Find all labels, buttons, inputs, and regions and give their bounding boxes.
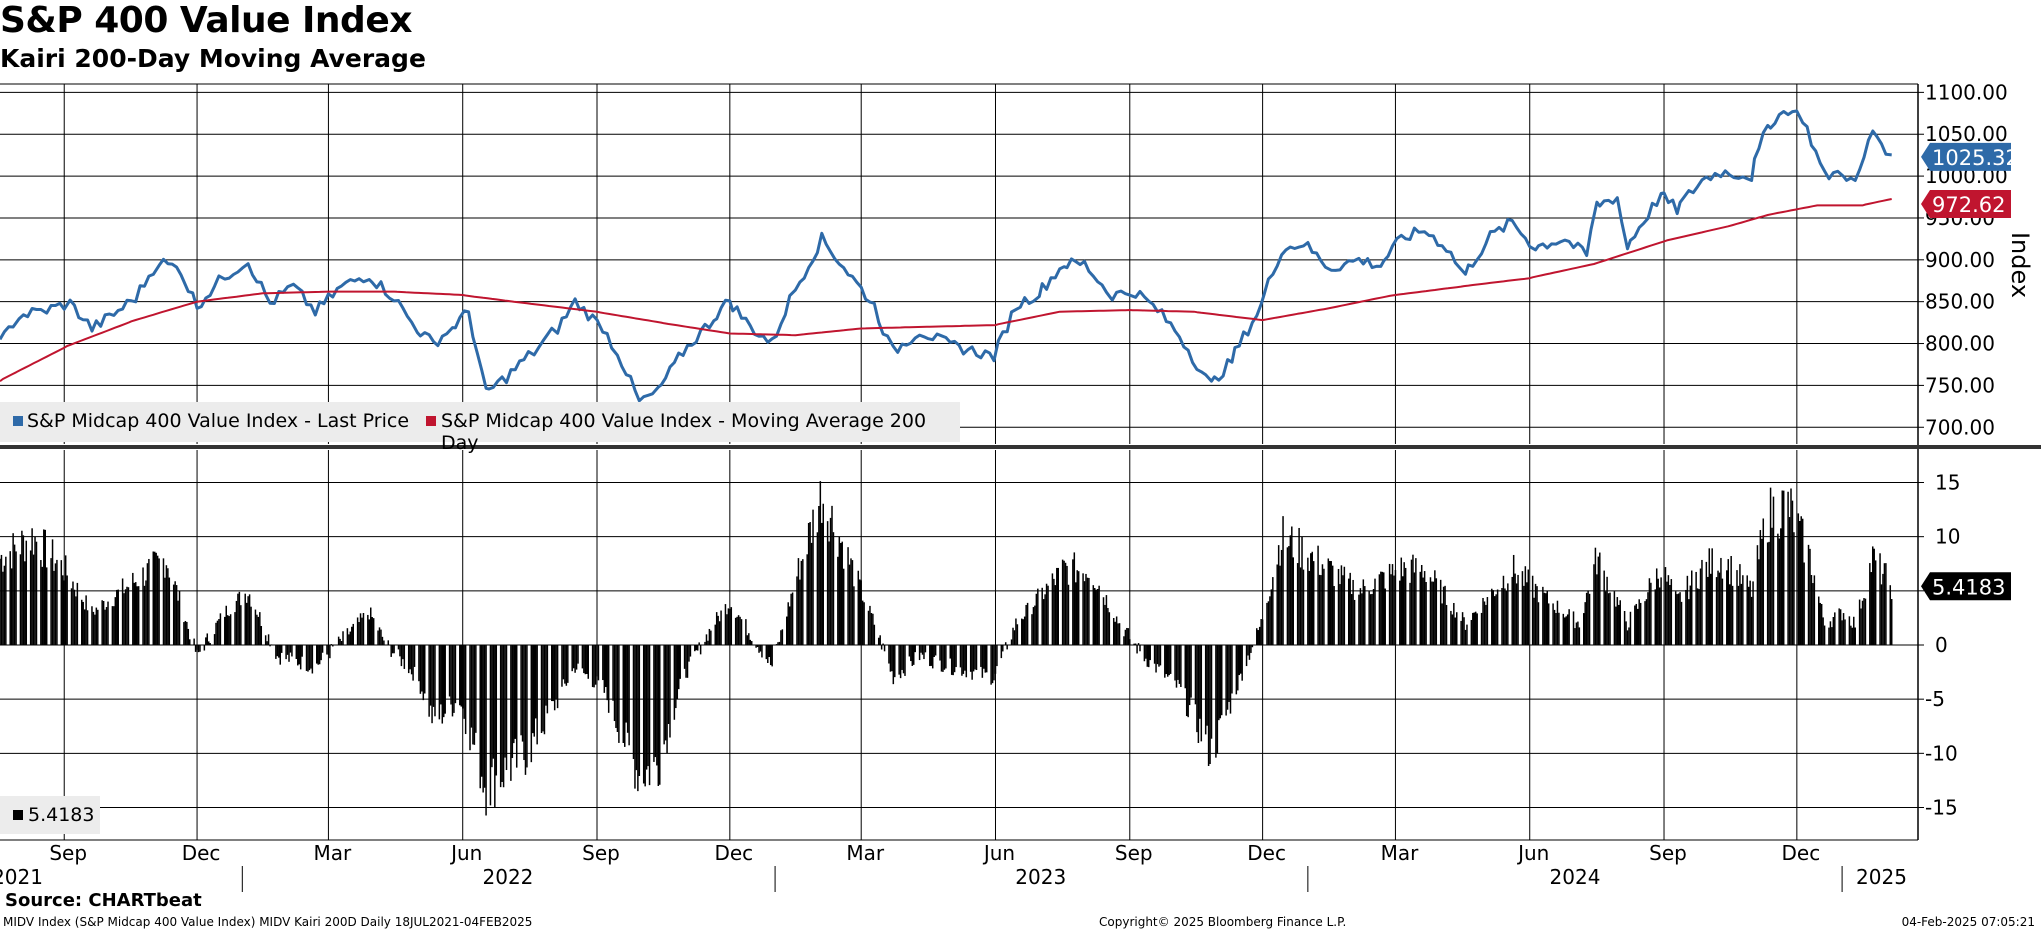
page-title: S&P 400 Value Index [0, 0, 412, 41]
x-tick-month: Jun [1516, 841, 1549, 865]
y-tick-top: 800.00 [1925, 332, 1995, 356]
kairi-tag-bg [1921, 572, 2011, 601]
source-label: Source: CHARTbeat [5, 890, 202, 911]
x-tick-month: Dec [182, 841, 221, 865]
ma-tag-text: 972.62 [1932, 193, 2005, 217]
footer-timestamp: 04-Feb-2025 07:05:21 [1901, 915, 2035, 929]
legend-swatch-price [13, 416, 23, 426]
x-tick-month: Sep [1649, 841, 1687, 865]
footer-meta: MIDV Index (S&P Midcap 400 Value Index) … [3, 915, 533, 929]
moving-average-line [0, 198, 1892, 382]
x-tick-year: 2021 [0, 865, 43, 889]
x-tick-month: Mar [1381, 841, 1420, 865]
y-tick-bottom: 10 [1935, 525, 1960, 549]
x-tick-month: Dec [714, 841, 753, 865]
y-tick-bottom: 0 [1935, 633, 1948, 657]
legend-label-price: S&P Midcap 400 Value Index - Last Price [27, 410, 410, 432]
x-tick-month: Jun [449, 841, 482, 865]
y-axis-title: Index [2006, 232, 2034, 298]
y-tick-top: 750.00 [1925, 373, 1995, 397]
x-tick-year: 2025 [1856, 865, 1907, 889]
axis-labels: Sep Dec Mar Jun Sep Dec Mar Jun Sep Dec Mar Jun Sep D… [0, 80, 2034, 892]
legend-label-kairi: 5.4183 [28, 804, 95, 826]
x-tick-month: Sep [49, 841, 87, 865]
ma-tag-bg [1921, 190, 2011, 219]
kairi-bars [0, 481, 1893, 816]
legend-swatch-ma [426, 416, 436, 426]
footer-copyright: Copyright© 2025 Bloomberg Finance L.P. [1099, 915, 1347, 929]
legend-swatch-kairi [13, 810, 23, 820]
y-tick-top: 1100.00 [1925, 80, 2008, 104]
x-tick-month: Sep [582, 841, 620, 865]
x-tick-month: Mar [314, 841, 353, 865]
x-tick-month: Mar [846, 841, 885, 865]
last-price-tag-text: 1025.32 [1932, 146, 2019, 170]
x-tick-month: Dec [1247, 841, 1286, 865]
panel-frames [0, 83, 2041, 841]
x-tick-month: Sep [1115, 841, 1153, 865]
last-value-tags: 1025.32 972.62 5.4183 [1921, 142, 2019, 601]
price-legend: S&P Midcap 400 Value Index - Last Price … [0, 402, 960, 454]
y-tick-bottom: -5 [1925, 687, 1945, 711]
y-tick-top: 700.00 [1925, 415, 1995, 439]
y-tick-top: 850.00 [1925, 290, 1995, 314]
x-tick-year: 2023 [1015, 865, 1066, 889]
y-tick-bottom: 15 [1935, 471, 1960, 495]
last-price-tag-bg [1921, 142, 2011, 171]
price-lines [0, 109, 1892, 403]
y-tick-top: 900.00 [1925, 248, 1995, 272]
gridlines [0, 84, 1924, 840]
x-tick-month: Dec [1781, 841, 1820, 865]
kairi-tag-text: 5.4183 [1932, 575, 2005, 599]
y-tick-bottom: -15 [1925, 796, 1958, 820]
x-tick-year: 2024 [1550, 865, 1601, 889]
x-tick-month: Jun [982, 841, 1015, 865]
last-price-line [0, 109, 1892, 403]
y-tick-bottom: -10 [1925, 741, 1958, 765]
kairi-legend: 5.4183 [0, 796, 100, 834]
y-tick-top: 1050.00 [1925, 122, 2008, 146]
page-subtitle: Kairi 200-Day Moving Average [0, 44, 426, 73]
x-tick-year: 2022 [483, 865, 534, 889]
legend-label-ma: S&P Midcap 400 Value Index - Moving Aver… [441, 410, 927, 454]
